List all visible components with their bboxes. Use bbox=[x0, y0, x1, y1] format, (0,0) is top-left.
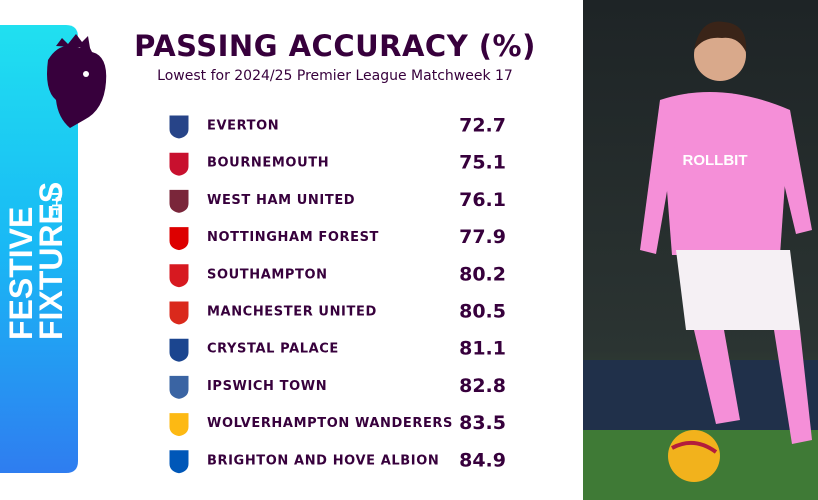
table-row: BRIGHTON AND HOVE ALBION 84.9 bbox=[168, 449, 506, 475]
table-row: BOURNEMOUTH 75.1 bbox=[168, 151, 506, 177]
table-row: EVERTON 72.7 bbox=[168, 114, 506, 140]
club-badge bbox=[168, 412, 190, 438]
table-row: WOLVERHAMPTON WANDERERS 83.5 bbox=[168, 412, 506, 438]
table-row: IPSWICH TOWN 82.8 bbox=[168, 374, 506, 400]
team-name: SOUTHAMPTON bbox=[207, 267, 328, 282]
side-strip bbox=[0, 25, 78, 473]
table-row: NOTTINGHAM FOREST 77.9 bbox=[168, 226, 506, 252]
club-badge bbox=[168, 114, 190, 140]
league-logo bbox=[47, 34, 107, 128]
accuracy-value: 84.9 bbox=[459, 449, 506, 471]
table-row: CRYSTAL PALACE 81.1 bbox=[168, 337, 506, 363]
team-name: EVERTON bbox=[207, 119, 279, 134]
accuracy-value: 76.1 bbox=[459, 189, 506, 211]
team-name: CRYSTAL PALACE bbox=[207, 342, 339, 357]
team-name: MANCHESTER UNITED bbox=[207, 305, 377, 320]
title: PASSING ACCURACY (%) bbox=[134, 29, 536, 63]
banner-line2: FIXTURES bbox=[33, 182, 69, 340]
banner-small: THE bbox=[49, 190, 64, 216]
accuracy-value: 80.2 bbox=[459, 263, 506, 285]
table: EVERTON 72.7 BOURNEMOUTH 75.1 WEST HAM UNITE… bbox=[168, 114, 506, 475]
player-photo: ROLLBIT bbox=[583, 0, 818, 500]
club-badge bbox=[168, 151, 190, 177]
accuracy-value: 83.5 bbox=[459, 412, 506, 434]
club-badge bbox=[168, 263, 190, 289]
accuracy-value: 81.1 bbox=[459, 338, 506, 360]
club-badge bbox=[168, 300, 190, 326]
table-row: SOUTHAMPTON 80.2 bbox=[168, 263, 506, 289]
accuracy-value: 82.8 bbox=[459, 375, 506, 397]
accuracy-value: 75.1 bbox=[459, 152, 506, 174]
team-name: BOURNEMOUTH bbox=[207, 156, 329, 171]
shirt-sponsor: ROLLBIT bbox=[683, 152, 748, 169]
team-name: NOTTINGHAM FOREST bbox=[207, 230, 379, 245]
club-badge bbox=[168, 226, 190, 252]
club-badge bbox=[168, 374, 190, 400]
team-name: IPSWICH TOWN bbox=[207, 379, 327, 394]
team-name: BRIGHTON AND HOVE ALBION bbox=[207, 453, 439, 468]
team-name: WOLVERHAMPTON WANDERERS bbox=[207, 416, 453, 431]
accuracy-value: 72.7 bbox=[459, 115, 506, 137]
accuracy-value: 80.5 bbox=[459, 301, 506, 323]
subtitle: Lowest for 2024/25 Premier League Matchw… bbox=[157, 68, 513, 84]
team-name: WEST HAM UNITED bbox=[207, 193, 355, 208]
banner-line1: FESTIVE bbox=[3, 207, 39, 340]
table-row: MANCHESTER UNITED 80.5 bbox=[168, 300, 506, 326]
club-badge bbox=[168, 337, 190, 363]
club-badge bbox=[168, 188, 190, 214]
accuracy-value: 77.9 bbox=[459, 226, 506, 248]
club-badge bbox=[168, 449, 190, 475]
table-row: WEST HAM UNITED 76.1 bbox=[168, 188, 506, 214]
